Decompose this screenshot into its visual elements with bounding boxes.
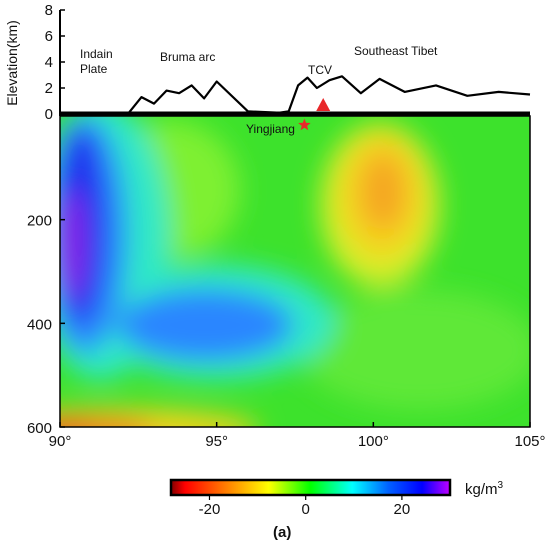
elevation-tick-label: 2 bbox=[45, 80, 53, 97]
heatmap-blob bbox=[300, 290, 530, 410]
elevation-tick-label: 8 bbox=[45, 2, 53, 19]
heatmap-blob bbox=[60, 422, 88, 427]
elevation-y-ticks: 0 2 4 6 8 bbox=[45, 2, 65, 123]
colorbar-ticks: -20 0 20 bbox=[199, 495, 411, 518]
burma-arc-label: Bruma arc bbox=[160, 50, 215, 64]
colorbar-tick-label: 0 bbox=[302, 501, 310, 518]
elevation-tick-label: 4 bbox=[45, 54, 53, 71]
elevation-tick-label: 6 bbox=[45, 28, 53, 45]
heatmap-blob bbox=[117, 289, 293, 361]
tcv-volcano-marker bbox=[316, 98, 331, 111]
colorbar-tick-label: -20 bbox=[199, 501, 221, 518]
tcv-label: TCV bbox=[308, 63, 332, 77]
colorbar: -20 0 20 kg/m3 bbox=[169, 478, 504, 518]
heatmap-y-ticks: 200 400 600 bbox=[27, 213, 65, 437]
elevation-axis-label: Elevation(km) bbox=[4, 20, 20, 106]
colorbar-bar bbox=[169, 478, 452, 497]
indian-plate-label-2: Plate bbox=[80, 62, 108, 76]
heatmap-y-tick-label: 600 bbox=[27, 420, 52, 437]
heatmap-x-tick-label: 90° bbox=[49, 433, 72, 450]
panel-caption: (a) bbox=[273, 524, 291, 541]
heatmap-blob bbox=[361, 154, 405, 230]
density-heatmap: 90° 95° 100° 105° 200 400 600 Yingjiang bbox=[27, 111, 546, 450]
elevation-profile-line bbox=[60, 75, 531, 114]
colorbar-unit-exponent: 3 bbox=[498, 480, 504, 491]
heatmap-x-ticks: 90° 95° 100° 105° bbox=[49, 422, 546, 450]
heatmap-y-tick-label: 400 bbox=[27, 316, 52, 333]
indian-plate-label-1: Indain bbox=[80, 47, 113, 61]
colorbar-tick-label: 20 bbox=[394, 501, 411, 518]
heatmap-blob bbox=[60, 190, 84, 300]
colorbar-unit-base: kg/m bbox=[465, 481, 498, 498]
southeast-tibet-label: Southeast Tibet bbox=[354, 44, 438, 58]
heatmap-x-tick-label: 100° bbox=[358, 433, 389, 450]
heatmap-y-tick-label: 200 bbox=[27, 213, 52, 230]
colorbar-unit: kg/m3 bbox=[465, 480, 504, 498]
yingjiang-label: Yingjiang bbox=[246, 122, 295, 136]
elevation-tick-label: 0 bbox=[45, 106, 53, 123]
heatmap-x-tick-label: 95° bbox=[205, 433, 228, 450]
elevation-panel: 0 2 4 6 8 Elevation(km) Indain Plate Bruma a… bbox=[4, 2, 531, 123]
yingjiang-star-marker bbox=[298, 118, 311, 131]
heatmap-x-tick-label: 105° bbox=[514, 433, 545, 450]
